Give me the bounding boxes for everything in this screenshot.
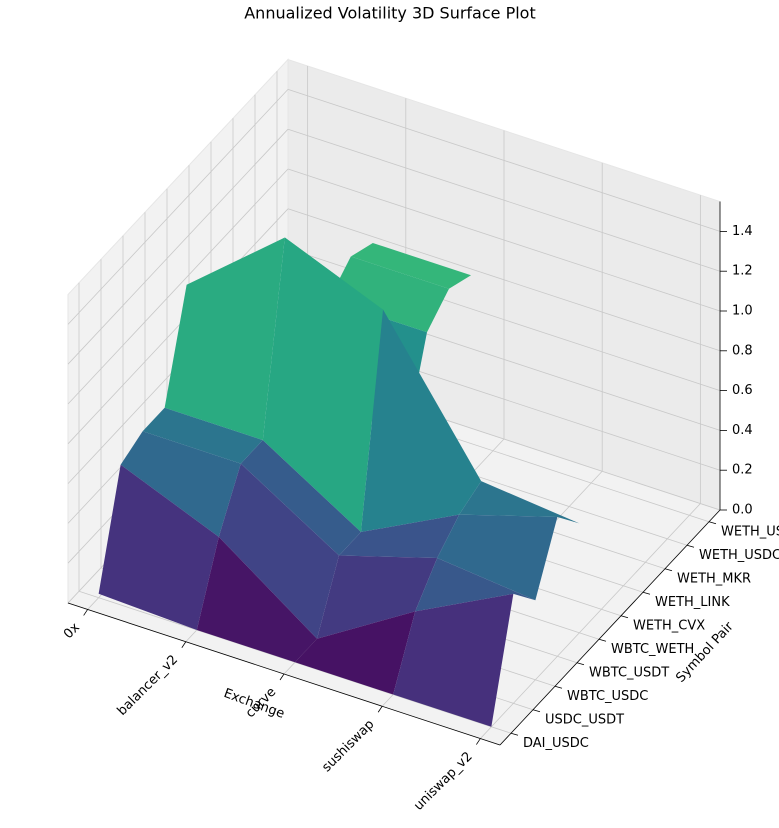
surface-patch xyxy=(328,256,449,333)
x-tick xyxy=(377,706,383,713)
surface-patch xyxy=(415,557,536,612)
surface-patch xyxy=(393,593,514,727)
surface-patch xyxy=(339,514,460,558)
grid-line xyxy=(287,89,721,232)
z-tick-label: 1.2 xyxy=(732,264,753,279)
x-tick-label: uniswap_v2 xyxy=(411,749,475,813)
grid-line xyxy=(287,168,721,312)
y-tick-label: DAI_USDC xyxy=(523,736,589,751)
y-tick xyxy=(554,685,563,689)
surface-patch xyxy=(196,536,317,663)
y-tick-label: WBTC_WETH xyxy=(611,642,694,657)
x-tick xyxy=(83,609,88,616)
grid-line xyxy=(67,168,289,405)
grid-line xyxy=(67,208,289,445)
surface-patch xyxy=(437,514,558,601)
y-tick xyxy=(598,638,607,642)
y-tick-label: WBTC_USDC xyxy=(567,689,648,704)
z-tick-label: 0.4 xyxy=(732,423,753,438)
surface-patch xyxy=(459,481,580,524)
surface-patch xyxy=(98,464,219,630)
y-tick xyxy=(576,662,585,666)
surface-patch xyxy=(317,555,438,639)
x-tick xyxy=(181,641,187,648)
surface-patch xyxy=(164,237,285,441)
grid-line xyxy=(480,503,701,739)
x-tick-label: 0x xyxy=(61,620,83,642)
surface-patch xyxy=(240,440,361,556)
x-tick-label: balancer_v2 xyxy=(115,652,181,718)
y-tick-label: WBTC_USDT xyxy=(589,665,669,680)
z-tick-label: 0.8 xyxy=(732,343,753,358)
y-tick-label: USDC_USDT xyxy=(545,712,624,727)
z-tick-label: 1.0 xyxy=(732,304,753,319)
z-tick-label: 0.6 xyxy=(732,383,753,398)
surface-patch xyxy=(142,407,263,464)
surface-patch xyxy=(218,463,339,639)
x-tick xyxy=(476,738,481,745)
y-tick-label: WETH_MKR xyxy=(677,571,751,586)
y-tick xyxy=(642,591,651,595)
y-axis xyxy=(499,509,721,746)
surface-patch xyxy=(295,611,416,695)
x-tick xyxy=(279,673,285,681)
chart-title: Annualized Volatility 3D Surface Plot xyxy=(244,4,536,23)
y-tick-label: WETH_CVX xyxy=(633,618,705,633)
y-tick-label: WETH_LINK xyxy=(655,595,730,610)
y-tick xyxy=(664,568,673,572)
y-tick xyxy=(620,615,629,619)
grid-line xyxy=(287,208,721,352)
x-tick-label: sushiswap xyxy=(319,717,377,775)
surface-patch xyxy=(361,309,482,533)
grid-line xyxy=(67,89,289,325)
y-tick xyxy=(686,544,695,548)
surface-patch xyxy=(350,242,471,289)
z-tick-label: 1.4 xyxy=(732,224,753,239)
y-tick xyxy=(510,732,519,736)
surface-patch xyxy=(120,431,241,537)
surface-patch xyxy=(262,237,383,533)
grid-line xyxy=(287,128,721,272)
z-tick-label: 0.0 xyxy=(732,503,753,518)
y-tick-label: WETH_USDC xyxy=(699,548,779,563)
y-tick xyxy=(532,709,541,713)
z-tick-label: 0.2 xyxy=(732,463,753,478)
grid-line xyxy=(67,128,289,365)
y-tick xyxy=(708,521,717,525)
y-tick-label: WETH_USDT xyxy=(721,524,779,539)
